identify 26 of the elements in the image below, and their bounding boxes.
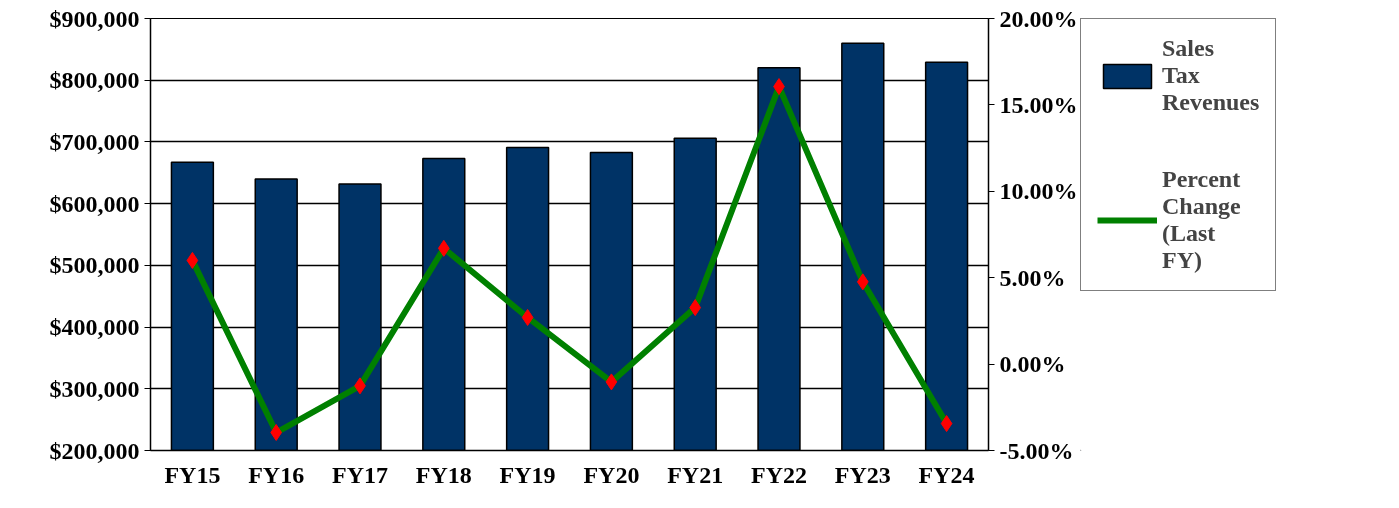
y-tick-label: $200,000 bbox=[49, 437, 140, 464]
y-tick-label: $300,000 bbox=[49, 375, 140, 402]
legend-label: Sales Tax Revenues bbox=[1162, 35, 1260, 116]
x-tick-label: FY24 bbox=[918, 461, 975, 488]
x-tick-label: FY22 bbox=[751, 461, 807, 488]
y2-tick-label: 15.00% bbox=[999, 91, 1078, 118]
y-tick-label: $400,000 bbox=[49, 314, 140, 341]
y-tick-label: $500,000 bbox=[49, 252, 140, 279]
x-tick-label: FY19 bbox=[499, 461, 556, 488]
y-tick-label: $600,000 bbox=[49, 190, 140, 217]
y2-tick-label: 10.00% bbox=[999, 178, 1078, 205]
x-tick-label: FY17 bbox=[332, 461, 388, 488]
x-tick-label: FY16 bbox=[248, 461, 305, 488]
y2-tick-label: 20.00% bbox=[999, 5, 1078, 32]
y-tick-label: $700,000 bbox=[49, 128, 140, 155]
y2-tick-label: 0.00% bbox=[999, 351, 1066, 378]
legend-label: Percent Change (Last FY) bbox=[1162, 166, 1241, 274]
x-tick-label: FY18 bbox=[415, 461, 472, 488]
x-tick-label: FY20 bbox=[583, 461, 640, 488]
y2-tick-label: -5.00% bbox=[999, 437, 1074, 464]
x-tick-label: FY23 bbox=[834, 461, 891, 488]
y-tick-label: $800,000 bbox=[49, 67, 140, 94]
x-tick-label: FY15 bbox=[164, 461, 221, 488]
x-tick-label: FY21 bbox=[667, 461, 724, 488]
y2-tick-label: 5.00% bbox=[999, 264, 1066, 291]
y-tick-label: $900,000 bbox=[49, 5, 140, 32]
